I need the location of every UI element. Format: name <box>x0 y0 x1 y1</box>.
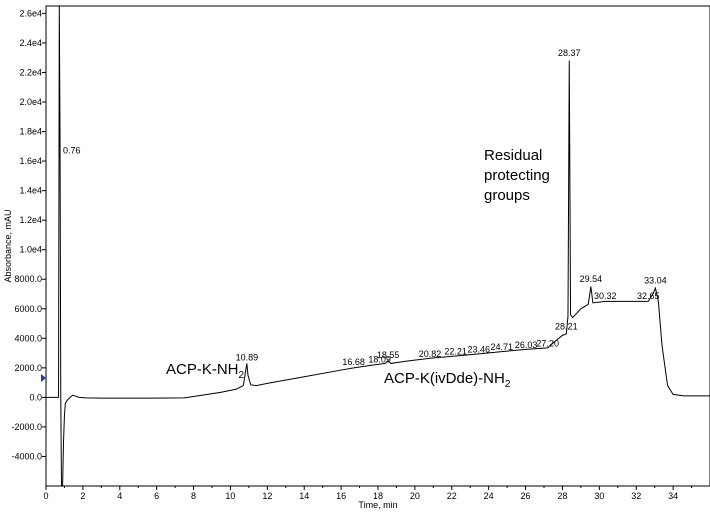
y-tick-label: 1.2e4 <box>19 215 42 225</box>
y-tick-label: -4000.0 <box>11 451 42 461</box>
annotation-acp-k-ivdde-nh2-subscript: 2 <box>505 379 511 390</box>
annotation-acp-k-ivdde-nh2-main: ACP-K(ivDde)-NH <box>384 370 505 387</box>
peak-label: 18.09 <box>368 355 391 365</box>
y-tick-label: 2000.0 <box>14 363 42 373</box>
plot-frame <box>45 5 710 487</box>
annotation-acp-k-nh2-subscript: 2 <box>239 370 245 381</box>
y-tick-label: 6000.0 <box>14 304 42 314</box>
x-tick-label: 30 <box>594 491 604 501</box>
peak-label: 23.46 <box>467 344 490 354</box>
annotation-residual-line-3: groups <box>484 187 530 204</box>
x-tick-label: 28 <box>557 491 567 501</box>
annotation-acp-k-nh2-main: ACP-K-NH <box>166 361 239 378</box>
x-tick-label: 32 <box>631 491 641 501</box>
peak-label: 18.55 <box>377 350 400 360</box>
x-tick-label: 34 <box>668 491 678 501</box>
x-axis-title: Time, min <box>358 500 397 510</box>
baseline-marker-icon <box>41 374 46 382</box>
y-tick-label: 8000.0 <box>14 274 42 284</box>
x-tick-label: 20 <box>410 491 420 501</box>
y-tick-label: -2000.0 <box>11 422 42 432</box>
peak-label: 30.32 <box>594 291 617 301</box>
peak-label: 28.21 <box>555 321 578 331</box>
peak-label: 32.65 <box>637 291 660 301</box>
x-tick-label: 6 <box>154 491 159 501</box>
y-tick-label: 1.8e4 <box>19 127 42 137</box>
y-tick-label: 4000.0 <box>14 333 42 343</box>
y-tick-label: 0.0 <box>29 392 42 402</box>
y-tick-label: 2.6e4 <box>19 8 42 18</box>
annotation-residual-line-1: Residual <box>484 147 542 164</box>
y-tick-label: 2.4e4 <box>19 38 42 48</box>
x-tick-label: 24 <box>484 491 494 501</box>
x-tick-label: 12 <box>262 491 272 501</box>
y-axis-ticks: -4000.0 -2000.0 0.0 2000.0 4000.0 6000.0 8000.… <box>11 8 46 461</box>
peak-label: 24.71 <box>490 342 513 352</box>
x-axis-ticks: 0 2 4 6 8 10 12 14 16 18 20 22 24 26 28 30 32 34 <box>43 486 693 501</box>
x-tick-label: 16 <box>336 491 346 501</box>
peak-label: 33.04 <box>644 276 667 286</box>
chromatogram-trace <box>46 5 710 487</box>
annotation-acp-k-nh2: ACP-K-NH2 <box>166 361 245 381</box>
x-tick-label: 8 <box>191 491 196 501</box>
peak-label: 10.89 <box>236 352 259 362</box>
x-tick-label: 26 <box>521 491 531 501</box>
y-tick-label: 2.2e4 <box>19 67 42 77</box>
y-tick-label: 2.0e4 <box>19 97 42 107</box>
x-tick-label: 2 <box>80 491 85 501</box>
peak-label: 20.82 <box>419 349 442 359</box>
peak-label: 28.37 <box>558 48 581 58</box>
x-tick-label: 14 <box>299 491 309 501</box>
x-tick-label: 4 <box>117 491 122 501</box>
peak-label: 26.03 <box>515 340 538 350</box>
peak-label: 16.68 <box>342 357 365 367</box>
annotation-acp-k-ivdde-nh2: ACP-K(ivDde)-NH2 <box>384 370 511 390</box>
x-tick-label: 18 <box>373 491 383 501</box>
peak-label: 29.54 <box>580 274 603 284</box>
y-tick-label: 1.0e4 <box>19 245 42 255</box>
x-tick-label: 0 <box>43 491 48 501</box>
y-axis-title: Absorbance, mAU <box>3 209 13 282</box>
peak-label: 27.20 <box>536 338 559 348</box>
annotation-residual-line-2: protecting <box>484 167 550 184</box>
peak-label: 22.21 <box>444 347 467 357</box>
x-tick-label: 10 <box>225 491 235 501</box>
y-tick-label: 1.4e4 <box>19 186 42 196</box>
peak-label: 0.76 <box>63 146 81 156</box>
y-tick-label: 1.6e4 <box>19 156 42 166</box>
x-tick-label: 22 <box>447 491 457 501</box>
